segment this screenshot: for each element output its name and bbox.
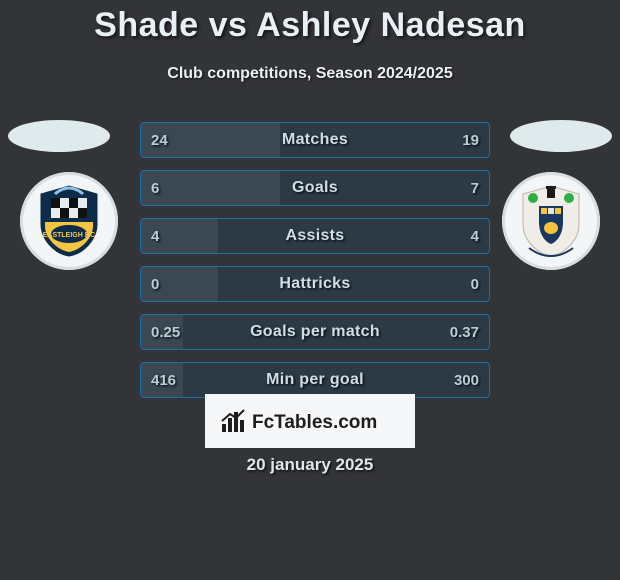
stat-row: 6Goals7 (140, 170, 490, 206)
stat-row: 4Assists4 (140, 218, 490, 254)
svg-text:EASTLEIGH F.C: EASTLEIGH F.C (43, 232, 96, 239)
club-badge-left: EASTLEIGH F.C (20, 172, 118, 270)
stat-value-right: 0.37 (450, 315, 479, 349)
stat-value-right: 300 (454, 363, 479, 397)
subtitle: Club competitions, Season 2024/2025 (0, 65, 620, 83)
stat-label: Matches (141, 123, 489, 157)
date-label: 20 january 2025 (0, 455, 620, 475)
fctables-badge: FcTables.com (205, 394, 415, 448)
stat-label: Hattricks (141, 267, 489, 301)
stat-row: 0Hattricks0 (140, 266, 490, 302)
stat-label: Goals per match (141, 315, 489, 349)
stat-value-right: 0 (471, 267, 479, 301)
crest-right-icon (519, 184, 583, 258)
svg-text:FcTables.com: FcTables.com (252, 412, 377, 433)
stat-row: 0.25Goals per match0.37 (140, 314, 490, 350)
club-badge-right (502, 172, 600, 270)
stat-row: 416Min per goal300 (140, 362, 490, 398)
stat-label: Min per goal (141, 363, 489, 397)
stat-value-right: 19 (462, 123, 479, 157)
stats-container: 24Matches19 6Goals7 4Assists4 0Hattricks0 0.… (140, 122, 490, 410)
crest-left-icon: EASTLEIGH F.C (37, 184, 101, 258)
fctables-logo-icon: FcTables.com (220, 406, 400, 436)
stat-label: Goals (141, 171, 489, 205)
stat-label: Assists (141, 219, 489, 253)
stat-value-right: 7 (471, 171, 479, 205)
stat-row: 24Matches19 (140, 122, 490, 158)
stat-value-right: 4 (471, 219, 479, 253)
player-left-avatar-ring (8, 120, 110, 152)
page-title: Shade vs Ashley Nadesan (0, 0, 620, 45)
player-right-avatar-ring (510, 120, 612, 152)
